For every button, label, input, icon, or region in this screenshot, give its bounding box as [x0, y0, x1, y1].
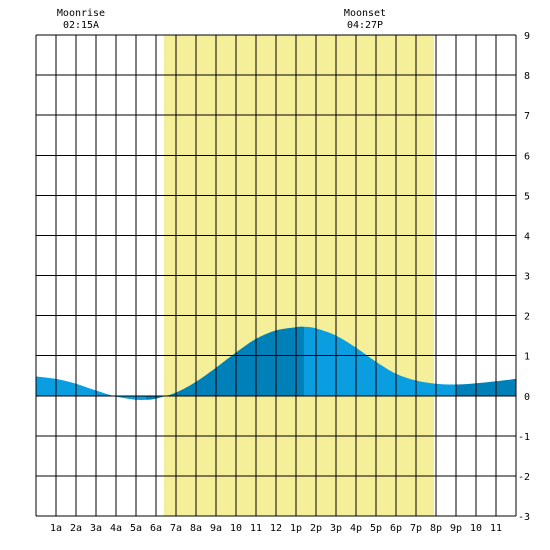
- moonset-time: 04:27P: [347, 20, 383, 31]
- y-tick-label: 8: [524, 71, 530, 82]
- y-tick-label: -2: [518, 472, 530, 483]
- tide-area-layer: [36, 326, 516, 401]
- y-tick-label: 3: [524, 272, 530, 283]
- x-tick-label: 9p: [450, 523, 462, 534]
- x-tick-label: 7a: [170, 523, 182, 534]
- x-tick-label: 9a: [210, 523, 222, 534]
- y-tick-label: 2: [524, 312, 530, 323]
- x-tick-label: 10: [470, 523, 482, 534]
- x-tick-label: 11: [490, 523, 502, 534]
- x-tick-label: 8p: [430, 523, 442, 534]
- y-tick-label: -3: [518, 512, 530, 523]
- grid-layer: [35, 34, 517, 517]
- x-tick-label: 6a: [150, 523, 162, 534]
- x-tick-label: 8a: [190, 523, 202, 534]
- x-tick-label: 5p: [370, 523, 382, 534]
- y-tick-labels: 9 8 7 6 5 4 3 2 1 0 -1 -2 -3: [518, 31, 530, 523]
- x-tick-labels: 1a 2a 3a 4a 5a 6a 7a 8a 9a 10 11 12 1p 2p 3p 4p 5p 6p 7p 8p…: [50, 523, 502, 534]
- x-tick-label: 7p: [410, 523, 422, 534]
- y-tick-label: 5: [524, 191, 530, 202]
- tide-falling-segment: [36, 376, 146, 401]
- y-tick-label: 0: [524, 392, 530, 403]
- moonrise-label: Moonrise: [57, 8, 105, 19]
- x-tick-label: 4a: [110, 523, 122, 534]
- tide-rising-segment: [146, 326, 304, 400]
- y-tick-label: -1: [518, 432, 530, 443]
- moonset-label: Moonset: [344, 8, 386, 19]
- x-tick-label: 6p: [390, 523, 402, 534]
- x-tick-label: 10: [230, 523, 242, 534]
- x-tick-label: 3a: [90, 523, 102, 534]
- y-tick-label: 1: [524, 352, 530, 363]
- x-tick-label: 3p: [330, 523, 342, 534]
- x-tick-label: 2p: [310, 523, 322, 534]
- x-tick-label: 1a: [50, 523, 62, 534]
- tide-falling-segment: [304, 326, 456, 396]
- tide-rising-segment: [456, 378, 516, 396]
- y-tick-label: 6: [524, 151, 530, 162]
- x-tick-label: 5a: [130, 523, 142, 534]
- x-tick-label: 1p: [290, 523, 302, 534]
- moonrise-time: 02:15A: [63, 20, 99, 31]
- y-tick-label: 7: [524, 111, 530, 122]
- x-tick-label: 4p: [350, 523, 362, 534]
- moon-annotations: Moonrise 02:15A Moonset 04:27P: [57, 8, 386, 31]
- x-tick-label: 12: [270, 523, 282, 534]
- x-tick-label: 11: [250, 523, 262, 534]
- y-tick-label: 4: [524, 231, 530, 242]
- y-tick-label: 9: [524, 31, 530, 42]
- x-tick-label: 2a: [70, 523, 82, 534]
